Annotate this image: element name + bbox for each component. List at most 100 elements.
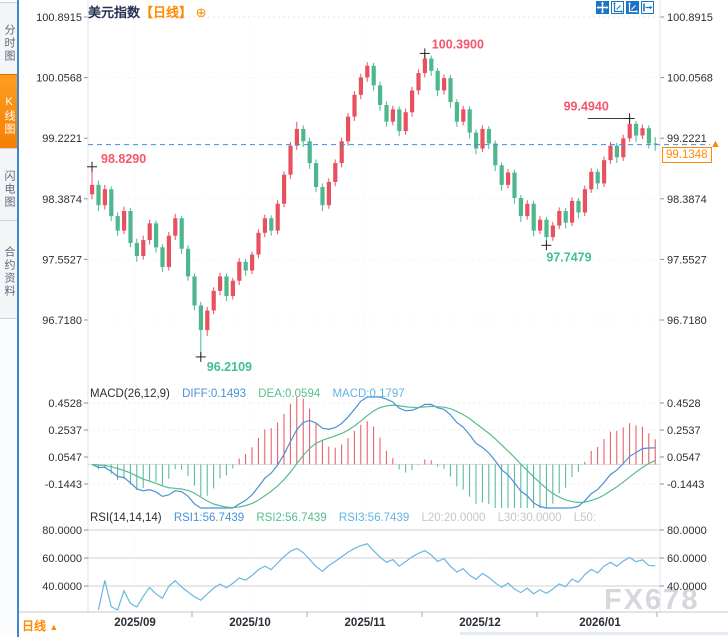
candle-body	[550, 225, 555, 238]
candle-body	[416, 73, 421, 91]
add-indicator-icon[interactable]: ⊕	[195, 5, 207, 20]
candle-body	[653, 143, 658, 145]
pan-crosshair-icon[interactable]	[596, 1, 609, 14]
candle-body	[422, 58, 427, 74]
candle-body	[141, 240, 146, 257]
x-axis-label: 2025/11	[344, 617, 386, 629]
candle-body	[96, 184, 101, 206]
period-tag: 【日线】	[140, 5, 193, 20]
candle-body	[448, 78, 453, 103]
sidebar-item-lightning[interactable]: 闪电图	[0, 148, 17, 225]
candle-body	[576, 200, 581, 213]
candle-body	[378, 85, 383, 105]
candle-body	[384, 104, 389, 122]
candle-body	[621, 138, 626, 158]
candle-body	[134, 242, 139, 257]
candle-body	[358, 77, 363, 95]
candle-body	[371, 65, 376, 86]
candle-body	[109, 189, 114, 217]
candle-body	[128, 211, 133, 243]
sidebar-item-timeshare[interactable]: 分时图	[0, 2, 17, 79]
sidebar-item-contract-info[interactable]: 合约资料	[0, 220, 17, 319]
candle-body	[506, 172, 511, 185]
candle-body	[282, 174, 287, 204]
candle-body	[486, 128, 491, 144]
candle-body	[186, 248, 191, 277]
candle-body	[122, 211, 127, 231]
candle-body	[102, 189, 107, 206]
candle-body	[294, 128, 299, 146]
rsi2-value: RSI2:56.7439	[256, 512, 327, 524]
candle-body	[454, 102, 459, 122]
candle-body	[557, 211, 562, 226]
y-axis-label-right: 100.8915	[667, 12, 713, 24]
candle-body	[230, 280, 235, 296]
candle-body	[166, 235, 171, 267]
period-arrow-icon: ▲	[49, 622, 59, 632]
candle-body	[608, 145, 613, 161]
price-up-marker-icon: ▲	[710, 138, 721, 150]
candle-body	[518, 197, 523, 217]
macd-axis-label-left: 0.4528	[48, 398, 82, 410]
candle-body	[474, 132, 479, 149]
sidebar-item-kline[interactable]: K线图	[0, 74, 17, 153]
candle-body	[237, 261, 242, 281]
y-axis-label-right: 97.5527	[667, 254, 707, 266]
macd-dea-value: DEA:0.0594	[258, 388, 321, 400]
candle-body	[90, 184, 95, 195]
candle-body	[538, 219, 543, 231]
candle-body	[154, 223, 159, 248]
rsi-axis-label-left: 60.0000	[42, 553, 82, 565]
candle-body	[563, 211, 568, 223]
rsi-label: RSI(14,14,14)	[90, 512, 162, 524]
candle-body	[634, 123, 639, 136]
price-annotation: 96.2109	[207, 360, 252, 374]
candle-body	[224, 276, 229, 296]
candle-body	[147, 223, 152, 241]
x-axis-label: 2026/01	[579, 617, 621, 629]
x-axis-label: 2025/12	[459, 617, 501, 629]
candle-body	[275, 203, 280, 231]
candle-body	[646, 128, 651, 144]
exit-right-icon[interactable]	[641, 1, 654, 14]
candle-body	[512, 172, 517, 198]
symbol-name: 美元指数	[88, 5, 141, 20]
candle-body	[250, 254, 255, 271]
candle-body	[467, 109, 472, 133]
sidebar-divider[interactable]	[17, 0, 19, 637]
chart-toolbar	[596, 1, 654, 14]
candle-body	[403, 112, 408, 132]
candle-body	[192, 276, 197, 306]
candle-body	[179, 218, 184, 249]
y-axis-label-right: 99.2221	[667, 133, 707, 145]
candle-body	[173, 218, 178, 236]
y-axis-label-left: 97.5527	[42, 254, 82, 266]
macd-axis-label-left: -0.1443	[45, 479, 82, 491]
candle-body	[589, 171, 594, 190]
macd-axis-label-right: 0.2537	[667, 425, 701, 437]
candle-body	[262, 218, 267, 233]
candle-body	[243, 261, 248, 271]
macd-axis-label-right: 0.4528	[667, 398, 701, 410]
rsi-axis-label-right: 80.0000	[667, 525, 707, 537]
candle-body	[595, 171, 600, 184]
candle-body	[640, 128, 645, 136]
price-annotation: 99.4940	[564, 99, 609, 113]
axis-zoom-icon[interactable]	[611, 1, 624, 14]
candle-body	[288, 145, 293, 175]
candle-body	[314, 163, 319, 188]
macd-macd-value: MACD:0.1797	[332, 388, 405, 400]
rsi-line	[97, 543, 656, 611]
macd-axis-label-right: 0.0547	[667, 452, 701, 464]
y-axis-label-left: 98.3874	[42, 194, 82, 206]
y-axis-label-left: 96.7180	[42, 315, 82, 327]
axis-pan-icon[interactable]	[626, 1, 639, 14]
candle-body	[346, 116, 351, 142]
candle-body	[211, 290, 216, 311]
macd-axis-label-left: 0.0547	[48, 452, 82, 464]
x-axis-label: 2025/10	[229, 617, 271, 629]
candle-body	[115, 216, 120, 231]
candle-body	[531, 203, 536, 231]
period-selector[interactable]: 日线 ▲	[22, 617, 58, 634]
